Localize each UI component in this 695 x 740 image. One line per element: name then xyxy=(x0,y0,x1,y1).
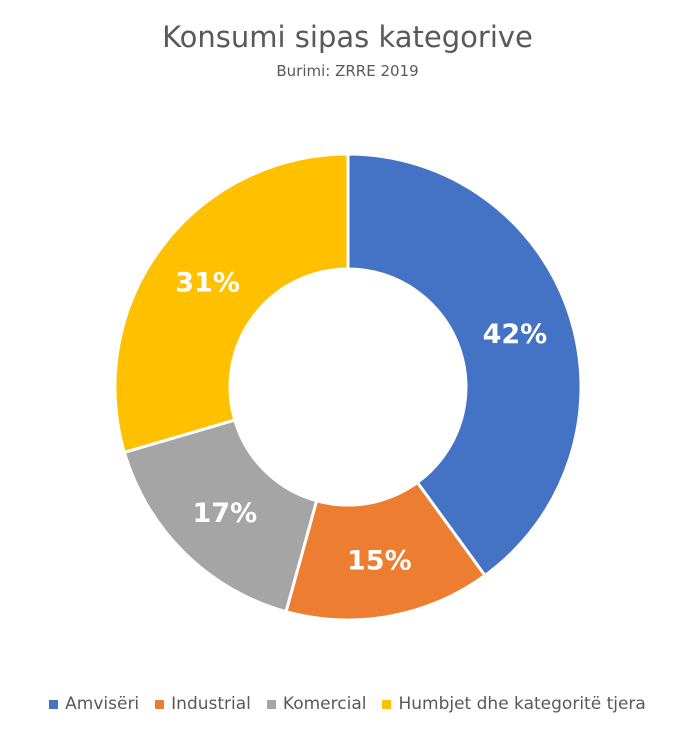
donut-labels: 42% 15% 17% 31% xyxy=(175,268,547,577)
data-label-komercial: 17% xyxy=(193,498,258,529)
data-label-amviseri: 42% xyxy=(483,319,548,350)
legend-item-industrial[interactable]: Industrial xyxy=(155,694,251,714)
slice-amviseri[interactable] xyxy=(346,152,583,578)
data-label-industrial: 15% xyxy=(347,546,412,577)
legend-label-industrial: Industrial xyxy=(171,694,251,714)
legend-swatch-industrial xyxy=(155,699,165,709)
legend: Amvisëri Industrial Komercial Humbjet dh… xyxy=(0,694,695,714)
legend-swatch-komercial xyxy=(266,699,276,709)
legend-label-amviseri: Amvisëri xyxy=(65,694,140,714)
chart-subtitle: Burimi: ZRRE 2019 xyxy=(276,62,419,80)
legend-item-humbjet[interactable]: Humbjet dhe kategoritë tjera xyxy=(382,694,646,714)
legend-item-amviseri[interactable]: Amvisëri xyxy=(49,694,139,714)
legend-label-komercial: Komercial xyxy=(282,694,367,714)
legend-item-komercial[interactable]: Komercial xyxy=(266,694,367,714)
data-label-humbjet: 31% xyxy=(175,268,240,299)
slice-humbjet[interactable] xyxy=(113,152,350,455)
slice-industrial[interactable] xyxy=(284,480,488,622)
chart-title: Konsumi sipas kategorive xyxy=(162,20,533,54)
donut-slices xyxy=(113,152,583,622)
legend-swatch-amviseri xyxy=(49,699,59,709)
legend-label-humbjet: Humbjet dhe kategoritë tjera xyxy=(398,694,646,714)
legend-swatch-humbjet xyxy=(382,699,392,709)
slice-komercial[interactable] xyxy=(122,418,319,614)
